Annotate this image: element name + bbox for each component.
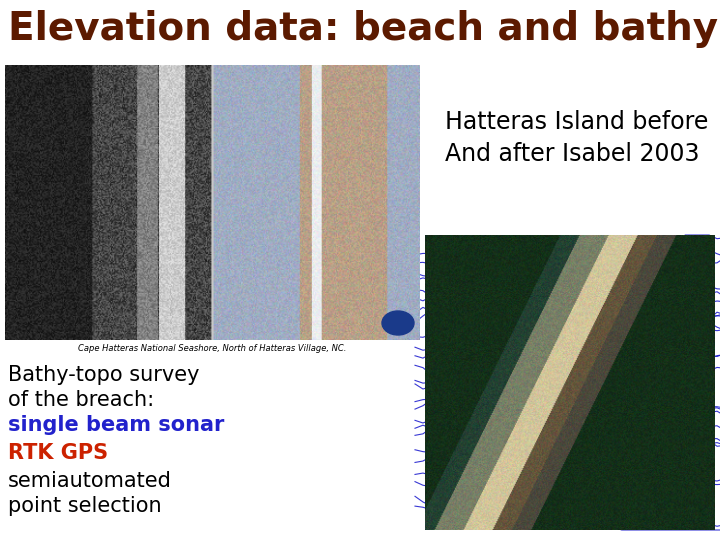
- Text: Topographic Data: Topographic Data: [654, 505, 710, 510]
- Text: 18 Sept 2003: 18 Sept 2003: [364, 68, 415, 77]
- Text: Hatteras Island before
And after Isabel 2003: Hatteras Island before And after Isabel …: [445, 110, 708, 166]
- Text: 1998: 1998: [10, 68, 30, 77]
- Text: Bathymetrie 2003: Bathymetrie 2003: [653, 517, 710, 522]
- Text: Bathy-topo survey
of the breach:: Bathy-topo survey of the breach:: [8, 365, 199, 410]
- Text: NOAA: NOAA: [390, 321, 407, 326]
- Text: single beam sonar: single beam sonar: [8, 415, 225, 435]
- Text: RTK GPS: RTK GPS: [8, 443, 108, 463]
- Text: semiautomated
point selection: semiautomated point selection: [8, 471, 172, 516]
- Text: Hurricane Isabel Damage Assessment: Hurricane Isabel Damage Assessment: [109, 68, 316, 78]
- Bar: [5, 65, 420, 87]
- Text: Cape Hatteras National Seashore, North of Hatteras Village, NC.: Cape Hatteras National Seashore, North o…: [78, 344, 347, 353]
- Text: Elevation data: beach and bathymetry: Elevation data: beach and bathymetry: [8, 10, 720, 48]
